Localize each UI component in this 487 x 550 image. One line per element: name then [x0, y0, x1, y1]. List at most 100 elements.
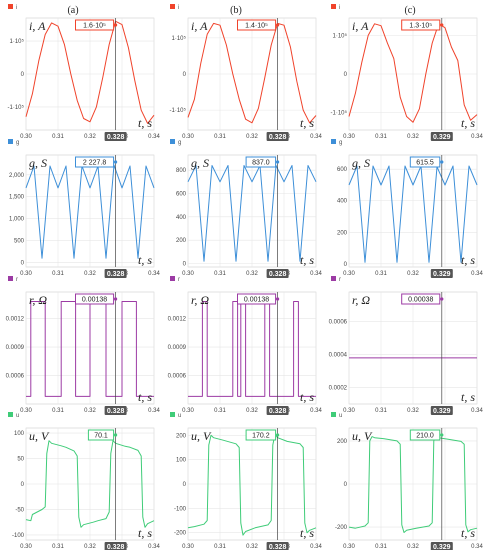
y-tick-label: 0.0006 — [329, 320, 348, 326]
x-tick-label: 0.30 — [182, 544, 194, 550]
cursor-time-label: 0.328 — [269, 544, 287, 550]
cursor-value-label: 1.3·10⁵ — [409, 23, 432, 30]
x-tick-label: 0.31 — [52, 408, 64, 414]
cursor-marker — [114, 23, 118, 27]
legend-label: g — [16, 140, 19, 146]
x-tick-label: 0.31 — [375, 134, 387, 140]
x-tick-label: 0.32 — [407, 408, 419, 414]
y-tick-label: 1,500 — [9, 195, 25, 201]
x-unit-label: t, s — [138, 390, 152, 404]
variable-symbol: i, A — [191, 19, 208, 33]
x-unit-label: t, s — [461, 116, 475, 130]
series-line-i — [25, 20, 155, 124]
cursor-value-label: 615.5 — [416, 160, 434, 167]
legend-label: r — [339, 277, 341, 283]
x-unit-label: t, s — [300, 526, 314, 540]
x-tick-label: 0.30 — [343, 544, 355, 550]
legend-swatch — [331, 139, 336, 144]
legend-swatch — [8, 4, 13, 9]
series-line-u — [25, 440, 155, 528]
y-tick-label: 600 — [176, 192, 187, 198]
legend-label: i — [16, 5, 17, 11]
x-tick-label: 0.30 — [20, 134, 32, 140]
cursor-value-label: 70.1 — [94, 433, 108, 440]
legend-swatch — [331, 4, 336, 9]
y-tick-label: 0.0006 — [168, 374, 187, 380]
x-tick-label: 0.32 — [246, 271, 258, 277]
legend-swatch — [170, 139, 175, 144]
x-tick-label: 0.30 — [20, 408, 32, 414]
y-tick-label: 0 — [183, 262, 187, 268]
cursor-value-label: 837.0 — [252, 160, 270, 167]
x-tick-label: 0.34 — [148, 134, 160, 140]
variable-symbol: g, S — [29, 156, 47, 170]
cursor-marker — [114, 160, 118, 164]
cursor-time-badge — [266, 542, 289, 550]
x-unit-label: t, s — [300, 390, 314, 404]
cursor-time-badge — [104, 132, 127, 141]
series-line-i — [187, 22, 317, 124]
y-tick-label: 0 — [21, 261, 25, 267]
legend-label: r — [16, 277, 18, 283]
cursor-marker — [276, 297, 280, 301]
x-tick-label: 0.34 — [310, 544, 322, 550]
legend-label: i — [178, 5, 179, 11]
x-tick-label: 0.31 — [375, 544, 387, 550]
y-tick-label: 0 — [21, 482, 25, 488]
cursor-time-badge — [430, 269, 453, 278]
cursor-marker — [440, 433, 444, 437]
y-tick-label: -200 — [174, 531, 187, 537]
legend-swatch — [170, 276, 175, 281]
variable-symbol: g, S — [191, 156, 209, 170]
series-line-g — [187, 165, 317, 262]
cursor-value-box — [75, 19, 115, 31]
panel-letter-b: (b) — [230, 5, 242, 16]
y-tick-label: 1,000 — [9, 217, 25, 223]
y-tick-label: -1·10⁵ — [8, 104, 25, 111]
cursor-marker — [440, 160, 444, 164]
cursor-time-badge — [104, 542, 127, 550]
cursor-marker — [276, 433, 280, 437]
y-tick-label: -100 — [12, 533, 25, 539]
y-tick-label: -1·10⁵ — [170, 107, 187, 114]
series-line-u — [187, 433, 317, 536]
cursor-time-label: 0.329 — [433, 134, 451, 141]
x-unit-label: t, s — [138, 253, 152, 267]
cursor-value-box — [75, 156, 115, 168]
cursor-value-label: 0.00138 — [244, 297, 269, 304]
y-tick-label: 500 — [14, 239, 25, 245]
panel-letter-c: (c) — [404, 5, 415, 16]
cursor-time-label: 0.328 — [107, 408, 125, 415]
y-tick-label: -100 — [174, 506, 187, 512]
y-tick-label: 2,000 — [9, 173, 25, 179]
x-unit-label: t, s — [138, 116, 152, 130]
y-tick-label: 200 — [176, 238, 187, 244]
y-tick-label: 0 — [183, 72, 187, 78]
cursor-marker — [440, 297, 444, 301]
y-tick-label: 100 — [14, 431, 25, 437]
cursor-value-label: 170.2 — [252, 433, 270, 440]
series-line-i — [348, 23, 478, 123]
cursor-value-label: 0.00038 — [408, 297, 433, 304]
legend-label: u — [339, 413, 342, 419]
legend-label: g — [178, 140, 181, 146]
variable-symbol: i, A — [29, 19, 46, 33]
x-tick-label: 0.31 — [52, 134, 64, 140]
cursor-value-box — [245, 156, 277, 168]
y-tick-label: 100 — [176, 458, 187, 464]
y-tick-label: -1·10⁵ — [331, 110, 348, 117]
variable-symbol: r, Ω — [29, 293, 47, 307]
y-tick-label: 200 — [176, 433, 187, 439]
panel-g-a: g0.300.310.320.330.342,0001,5001,0005000… — [8, 139, 160, 278]
cursor-value-label: 1.6·10⁵ — [83, 23, 106, 30]
y-tick-label: -50 — [15, 507, 24, 513]
cursor-time-label: 0.329 — [433, 544, 451, 550]
series-line-g — [25, 164, 155, 259]
legend-swatch — [331, 276, 336, 281]
cursor-time-badge — [430, 406, 453, 415]
cursor-value-box — [75, 293, 115, 305]
x-tick-label: 0.31 — [214, 134, 226, 140]
